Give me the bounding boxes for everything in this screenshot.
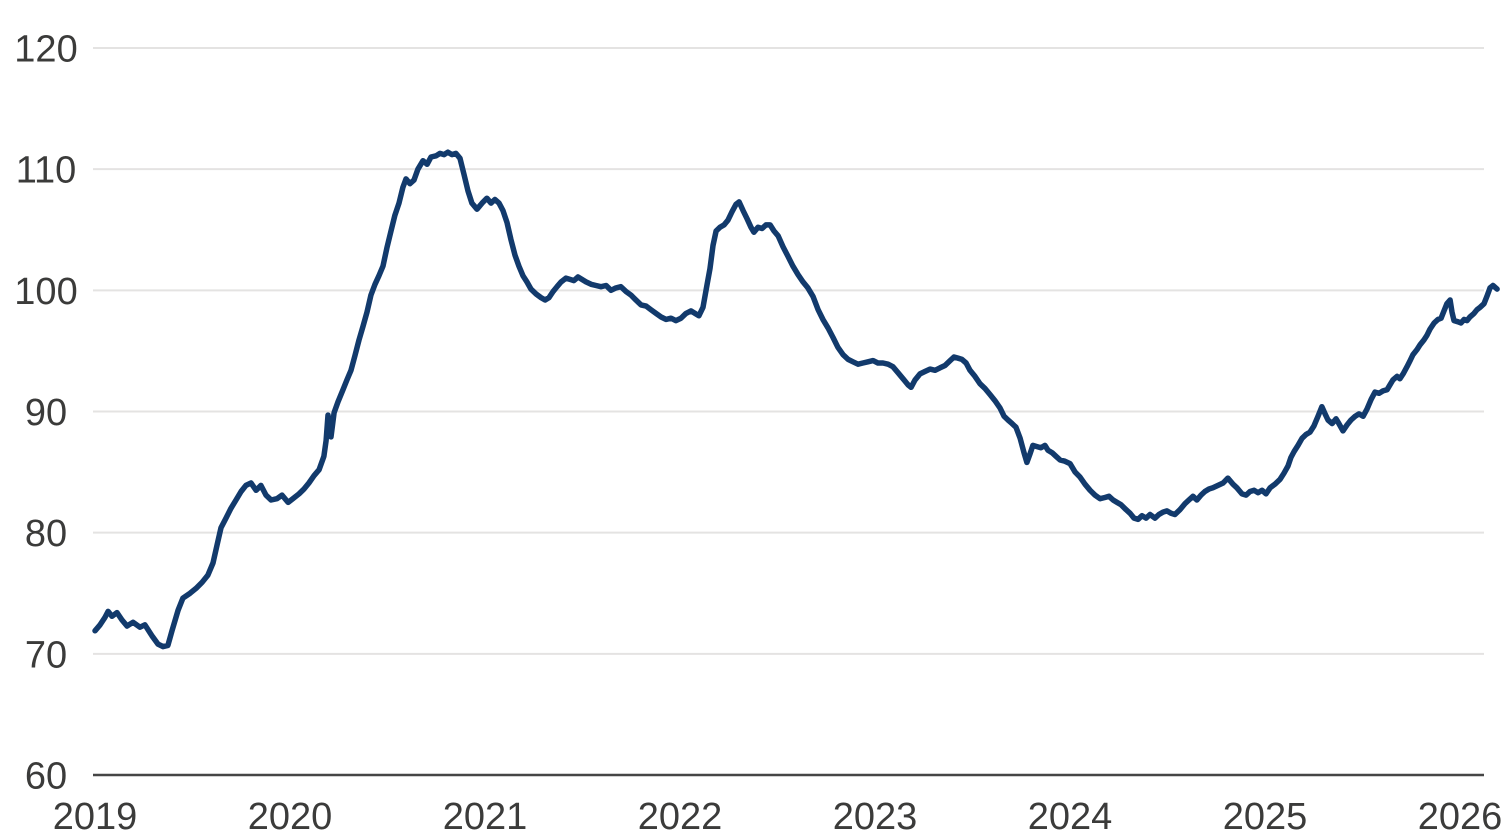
x-tick-label: 2019 — [53, 796, 138, 837]
y-axis-labels: 60 70 80 90 100 110 120 — [14, 29, 77, 798]
x-tick-label: 2023 — [833, 796, 918, 837]
y-gridlines — [93, 47, 1484, 777]
x-tick-label: 2025 — [1223, 796, 1308, 837]
x-tick-label: 2020 — [248, 796, 333, 837]
series-line — [92, 149, 1500, 650]
y-tick-label: 90 — [25, 392, 67, 434]
x-tick-label: 2021 — [443, 796, 528, 837]
y-tick-label: 70 — [25, 634, 67, 676]
series-group — [92, 149, 1500, 650]
x-tick-label: 2022 — [638, 796, 723, 837]
y-tick-label: 60 — [25, 756, 67, 798]
y-tick-label: 120 — [14, 29, 77, 71]
x-tick-label: 2024 — [1028, 796, 1113, 837]
x-axis-labels: 2019 2020 2021 2022 2023 2024 2025 2026 — [53, 796, 1503, 837]
y-tick-label: 100 — [14, 271, 77, 313]
x-tick-label: 2026 — [1418, 796, 1503, 837]
y-tick-label: 80 — [25, 513, 67, 555]
y-tick-label: 110 — [16, 150, 77, 192]
